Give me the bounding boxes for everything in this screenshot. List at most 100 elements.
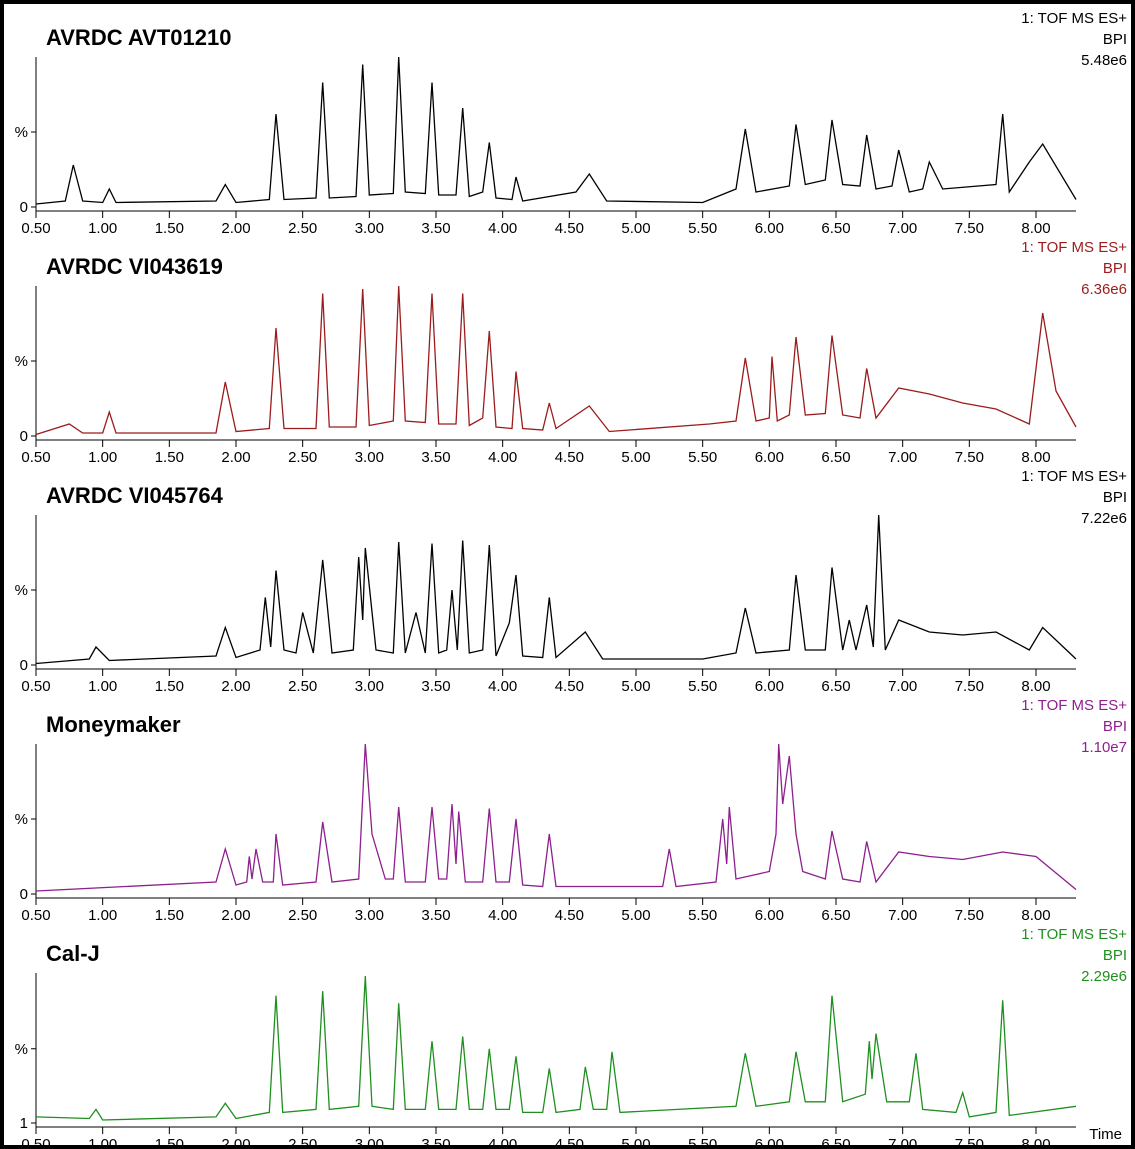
x-tick-label: 8.00 [1021, 678, 1050, 695]
x-tick-label: 2.00 [221, 449, 250, 466]
x-tick-label: 6.00 [755, 678, 784, 695]
y-tick-label: % [15, 811, 28, 828]
x-tick-label: 3.50 [421, 907, 450, 924]
x-tick-label: 4.50 [555, 220, 584, 237]
trace-annotation: BPI [1103, 489, 1127, 506]
x-tick-label: 3.00 [355, 1136, 384, 1149]
x-tick-label: 4.00 [488, 907, 517, 924]
x-tick-label: 5.00 [621, 907, 650, 924]
x-tick-label: 5.50 [688, 220, 717, 237]
x-tick-label: 2.50 [288, 678, 317, 695]
x-tick-label: 3.50 [421, 220, 450, 237]
x-tick-label: 3.50 [421, 678, 450, 695]
x-tick-label: 3.50 [421, 449, 450, 466]
panel-title: Cal-J [46, 941, 100, 966]
x-tick-label: 4.00 [488, 220, 517, 237]
x-tick-label: 7.50 [955, 678, 984, 695]
x-tick-label: 5.00 [621, 220, 650, 237]
x-tick-label: 5.00 [621, 1136, 650, 1149]
x-tick-label: 7.50 [955, 220, 984, 237]
trace-annotation: 1: TOF MS ES+ [1021, 239, 1127, 256]
x-tick-label: 7.00 [888, 678, 917, 695]
x-tick-label: 1.00 [88, 220, 117, 237]
x-tick-label: 0.50 [21, 449, 50, 466]
trace [35, 56, 1077, 205]
x-tick-label: 2.00 [221, 678, 250, 695]
trace [35, 285, 1077, 436]
x-tick-label: 5.00 [621, 449, 650, 466]
x-tick-label: 1.00 [88, 907, 117, 924]
x-tick-label: 8.00 [1021, 220, 1050, 237]
x-tick-label: 6.50 [821, 449, 850, 466]
x-tick-label: 2.50 [288, 1136, 317, 1149]
trace-annotation: 2.29e6 [1081, 968, 1127, 985]
trace-annotation: 7.22e6 [1081, 510, 1127, 527]
x-tick-label: 3.00 [355, 678, 384, 695]
x-tick-label: 7.00 [888, 907, 917, 924]
x-tick-label: 6.00 [755, 449, 784, 466]
x-axis-label: Time [1089, 1126, 1122, 1143]
x-tick-label: 6.00 [755, 907, 784, 924]
x-tick-label: 5.00 [621, 678, 650, 695]
x-tick-label: 1.00 [88, 1136, 117, 1149]
panel-title: AVRDC VI043619 [46, 254, 223, 279]
y-tick-label: 0 [20, 428, 28, 445]
y-tick-label: 0 [20, 886, 28, 903]
trace-annotation: BPI [1103, 718, 1127, 735]
x-tick-label: 8.00 [1021, 1136, 1050, 1149]
x-tick-label: 5.50 [688, 907, 717, 924]
x-tick-label: 0.50 [21, 1136, 50, 1149]
x-tick-label: 6.50 [821, 1136, 850, 1149]
x-tick-label: 4.50 [555, 1136, 584, 1149]
y-tick-label: 0 [20, 199, 28, 216]
x-tick-label: 2.50 [288, 220, 317, 237]
x-tick-label: 1.50 [155, 449, 184, 466]
trace-annotation: BPI [1103, 947, 1127, 964]
x-tick-label: 7.50 [955, 1136, 984, 1149]
y-tick-label: 1 [20, 1115, 28, 1132]
x-tick-label: 5.50 [688, 449, 717, 466]
trace-annotation: BPI [1103, 260, 1127, 277]
x-tick-label: 1.50 [155, 907, 184, 924]
x-tick-label: 8.00 [1021, 449, 1050, 466]
x-tick-label: 0.50 [21, 907, 50, 924]
x-tick-label: 1.00 [88, 678, 117, 695]
trace-annotation: BPI [1103, 31, 1127, 48]
trace [35, 514, 1077, 665]
x-tick-label: 1.00 [88, 449, 117, 466]
trace-annotation: 5.48e6 [1081, 52, 1127, 69]
x-tick-label: 5.50 [688, 1136, 717, 1149]
x-tick-label: 3.00 [355, 220, 384, 237]
trace [35, 743, 1077, 892]
x-tick-label: 6.00 [755, 220, 784, 237]
x-tick-label: 6.50 [821, 220, 850, 237]
x-tick-label: 4.50 [555, 449, 584, 466]
x-tick-label: 2.00 [221, 1136, 250, 1149]
trace-annotation: 6.36e6 [1081, 281, 1127, 298]
x-tick-label: 2.00 [221, 220, 250, 237]
x-tick-label: 4.00 [488, 1136, 517, 1149]
x-tick-label: 4.00 [488, 449, 517, 466]
x-tick-label: 3.00 [355, 449, 384, 466]
x-tick-label: 4.00 [488, 678, 517, 695]
x-tick-label: 6.50 [821, 678, 850, 695]
x-tick-label: 2.00 [221, 907, 250, 924]
x-tick-label: 1.50 [155, 678, 184, 695]
x-tick-label: 7.50 [955, 449, 984, 466]
x-tick-label: 2.50 [288, 449, 317, 466]
x-tick-label: 8.00 [1021, 907, 1050, 924]
x-tick-label: 7.50 [955, 907, 984, 924]
panel-title: AVRDC VI045764 [46, 483, 224, 508]
panel-title: Moneymaker [46, 712, 181, 737]
y-tick-label: % [15, 353, 28, 370]
panel-title: AVRDC AVT01210 [46, 25, 231, 50]
x-tick-label: 7.00 [888, 449, 917, 466]
x-tick-label: 0.50 [21, 220, 50, 237]
x-tick-label: 3.50 [421, 1136, 450, 1149]
x-tick-label: 0.50 [21, 678, 50, 695]
x-tick-label: 7.00 [888, 220, 917, 237]
y-tick-label: % [15, 124, 28, 141]
y-tick-label: % [15, 1041, 28, 1058]
